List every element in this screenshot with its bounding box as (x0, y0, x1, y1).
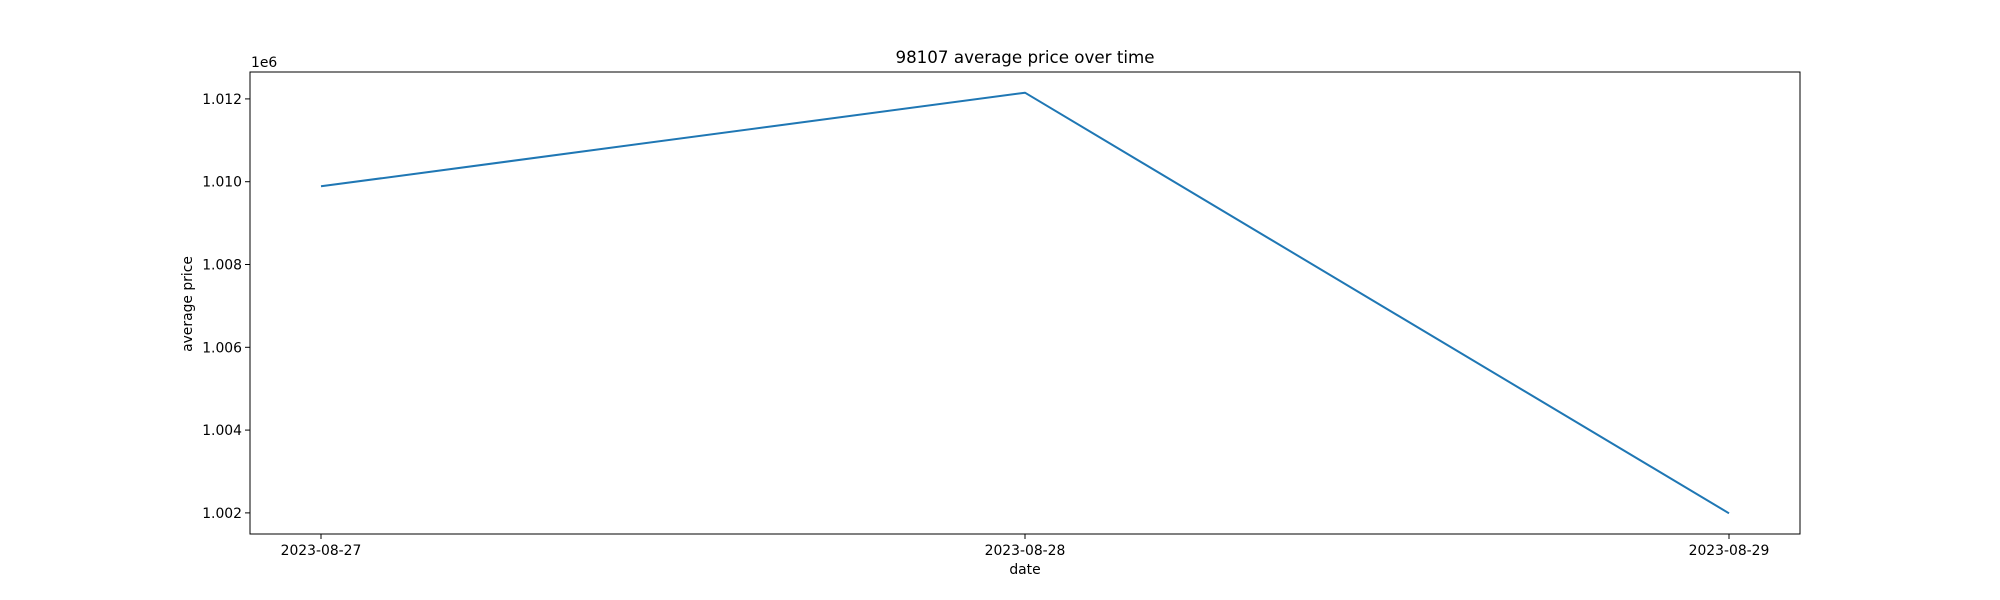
series-line (320, 91, 1730, 515)
plot-area-frame (249, 71, 1801, 535)
x-tick-label: 2023-08-29 (1689, 543, 1770, 559)
series-layer (320, 91, 1730, 515)
y-tick-label: 1.008 (202, 258, 242, 274)
x-axis-ticks: 2023-08-27 2023-08-28 2023-08-29 (281, 534, 1770, 559)
y-axis-offset-label: 1e6 (251, 55, 277, 71)
y-axis-ticks: 1.002 1.004 1.006 1.008 1.010 1.012 (202, 92, 250, 522)
x-axis-label: date (1009, 562, 1040, 578)
y-tick-label: 1.010 (202, 175, 242, 191)
y-axis-label: average price (180, 256, 196, 352)
x-tick-label: 2023-08-28 (985, 543, 1066, 559)
y-tick-label: 1.004 (202, 423, 242, 439)
chart-title: 98107 average price over time (895, 47, 1154, 67)
y-tick-label: 1.006 (202, 340, 242, 356)
y-tick-label: 1.002 (202, 506, 242, 522)
y-tick-label: 1.012 (202, 92, 242, 108)
x-tick-label: 2023-08-27 (281, 543, 362, 559)
